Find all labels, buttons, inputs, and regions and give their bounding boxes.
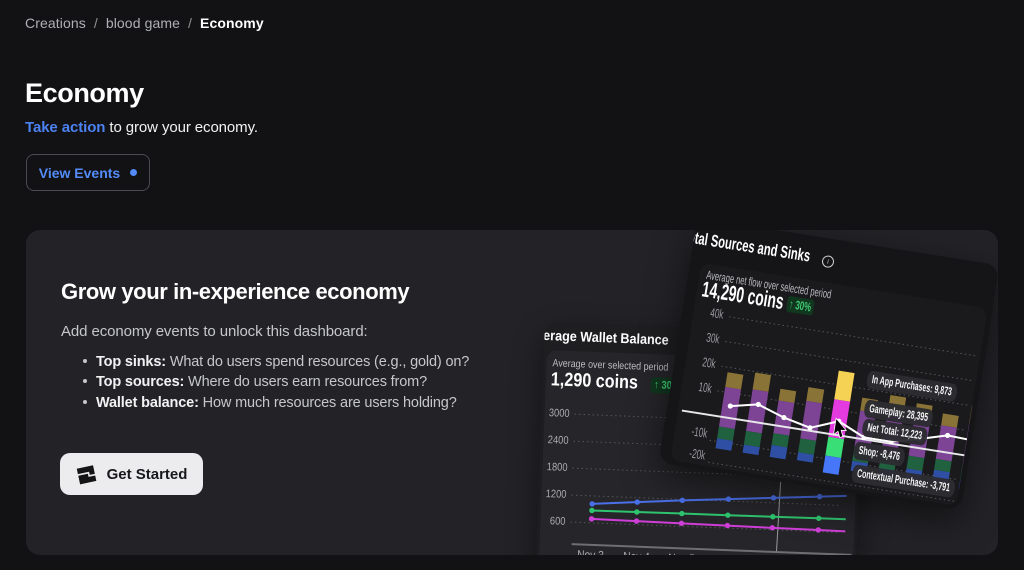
svg-text:20k: 20k — [701, 356, 717, 372]
svg-text:3000: 3000 — [549, 408, 571, 421]
svg-text:600: 600 — [550, 516, 566, 528]
svg-text:Nov 4: Nov 4 — [623, 550, 650, 555]
svg-text:1200: 1200 — [545, 488, 567, 501]
svg-text:30k: 30k — [705, 331, 721, 347]
svg-text:-20k: -20k — [688, 447, 706, 464]
svg-text:40k: 40k — [709, 306, 725, 322]
svg-text:Nov 3: Nov 3 — [577, 549, 604, 555]
svg-text:2400: 2400 — [548, 435, 570, 448]
svg-text:-10k: -10k — [690, 425, 708, 442]
svg-text:1800: 1800 — [547, 462, 569, 475]
svg-text:10k: 10k — [697, 380, 713, 396]
svg-text:Nov 5: Nov 5 — [668, 552, 695, 555]
